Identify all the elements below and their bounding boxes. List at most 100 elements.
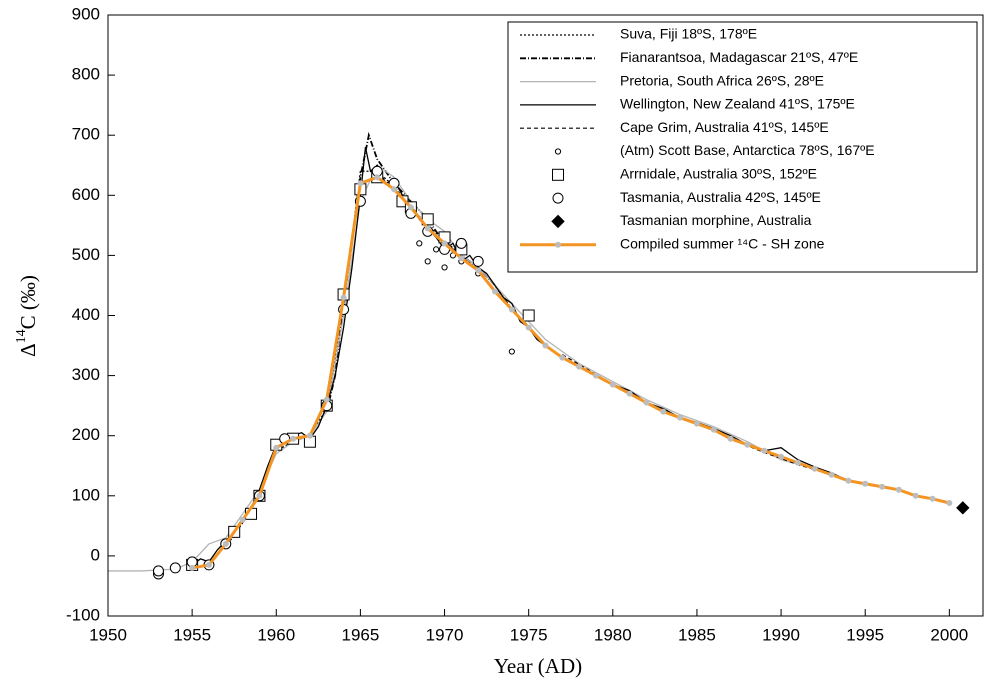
legend-label: Compiled summer ¹⁴C - SH zone — [620, 235, 825, 251]
y-tick-label: 800 — [72, 65, 100, 84]
legend-label: Tasmanian morphine, Australia — [620, 212, 812, 228]
point — [794, 459, 801, 466]
point — [522, 309, 535, 322]
legend-label: Arrnidale, Australia 30ºS, 152ºE — [620, 166, 817, 182]
point — [727, 435, 734, 442]
point — [458, 255, 465, 262]
point — [407, 204, 414, 211]
x-tick-label: 1980 — [594, 625, 632, 644]
y-tick-label: 200 — [72, 425, 100, 444]
legend-label: (Atm) Scott Base, Antarctica 78ºS, 167ºE — [620, 142, 875, 158]
legend-label: Fianarantsoa, Madagascar 21ºS, 47ºE — [620, 49, 858, 65]
point — [592, 372, 599, 379]
point — [693, 420, 700, 427]
y-tick-label: 300 — [72, 365, 100, 384]
point — [845, 477, 852, 484]
point — [929, 495, 936, 502]
y-tick-label: 0 — [91, 545, 100, 564]
point — [508, 306, 515, 313]
y-tick-label: 900 — [72, 4, 100, 23]
point — [189, 564, 196, 571]
point — [778, 453, 785, 460]
y-axis-label-sup: 14 — [14, 329, 29, 343]
point — [441, 240, 448, 247]
point — [357, 180, 364, 187]
x-tick-label: 1965 — [341, 625, 379, 644]
y-axis-label-part: C (‰) — [16, 275, 40, 329]
point — [956, 501, 970, 515]
point — [374, 174, 381, 181]
point — [239, 516, 246, 523]
x-tick-label: 2000 — [930, 625, 968, 644]
series-line — [562, 354, 866, 486]
point — [879, 483, 886, 490]
point — [340, 294, 347, 301]
point — [525, 324, 532, 331]
point — [416, 240, 423, 247]
series-line — [191, 175, 950, 570]
legend-label: Tasmania, Australia 42ºS, 145ºE — [620, 189, 821, 205]
point — [946, 500, 953, 507]
y-tick-label: -100 — [66, 605, 100, 624]
y-tick-label: 500 — [72, 245, 100, 264]
x-tick-label: 1975 — [510, 625, 548, 644]
point — [290, 435, 297, 442]
x-tick-label: 1970 — [426, 625, 464, 644]
y-tick-label: 600 — [72, 185, 100, 204]
legend-marker — [551, 214, 565, 229]
point — [710, 426, 717, 433]
point — [677, 414, 684, 421]
point — [396, 195, 409, 208]
point — [643, 399, 650, 406]
point — [609, 381, 616, 388]
point — [492, 288, 499, 295]
point — [559, 354, 566, 361]
legend-label: Pretoria, South Africa 26ºS, 28ºE — [620, 72, 824, 88]
legend-label: Wellington, New Zealand 41ºS, 175ºE — [620, 96, 855, 112]
x-axis-label: Year (AD) — [494, 654, 582, 678]
legend-label: Cape Grim, Australia 41ºS, 145ºE — [620, 119, 829, 135]
point — [455, 237, 467, 249]
plot-frame — [107, 14, 984, 617]
point — [433, 246, 440, 253]
point — [306, 432, 313, 439]
point — [862, 480, 869, 487]
point — [424, 258, 431, 265]
point — [472, 255, 484, 267]
point — [424, 225, 431, 232]
point — [205, 561, 212, 568]
point — [761, 447, 768, 454]
x-tick-label: 1985 — [678, 625, 716, 644]
x-tick-label: 1995 — [846, 625, 884, 644]
point — [391, 186, 398, 193]
point — [542, 342, 549, 349]
point — [660, 408, 667, 415]
y-tick-label: 400 — [72, 305, 100, 324]
point — [811, 465, 818, 472]
legend-marker — [554, 148, 562, 155]
point — [222, 540, 229, 547]
y-tick-label: 700 — [72, 125, 100, 144]
legend-box — [507, 21, 978, 273]
y-axis-label-part: Δ — [16, 343, 40, 357]
point — [912, 492, 919, 499]
point — [256, 492, 263, 499]
point — [273, 444, 280, 451]
point — [508, 348, 515, 355]
y-tick-label: 100 — [72, 485, 100, 504]
legend-marker — [552, 192, 564, 204]
x-tick-label: 1990 — [762, 625, 800, 644]
y-axis-label: Δ14C (‰) — [14, 275, 40, 357]
legend-label: Suva, Fiji 18ºS, 178ºE — [620, 26, 757, 42]
legend: Suva, Fiji 18ºS, 178ºE Fianarantsoa, Mada… — [507, 21, 978, 273]
point — [323, 396, 330, 403]
x-tick-label: 1955 — [173, 625, 211, 644]
point — [576, 363, 583, 370]
legend-marker — [555, 241, 561, 248]
legend-marker — [552, 168, 564, 181]
point — [475, 267, 482, 274]
point — [895, 486, 902, 493]
point — [744, 441, 751, 448]
point — [152, 565, 164, 577]
